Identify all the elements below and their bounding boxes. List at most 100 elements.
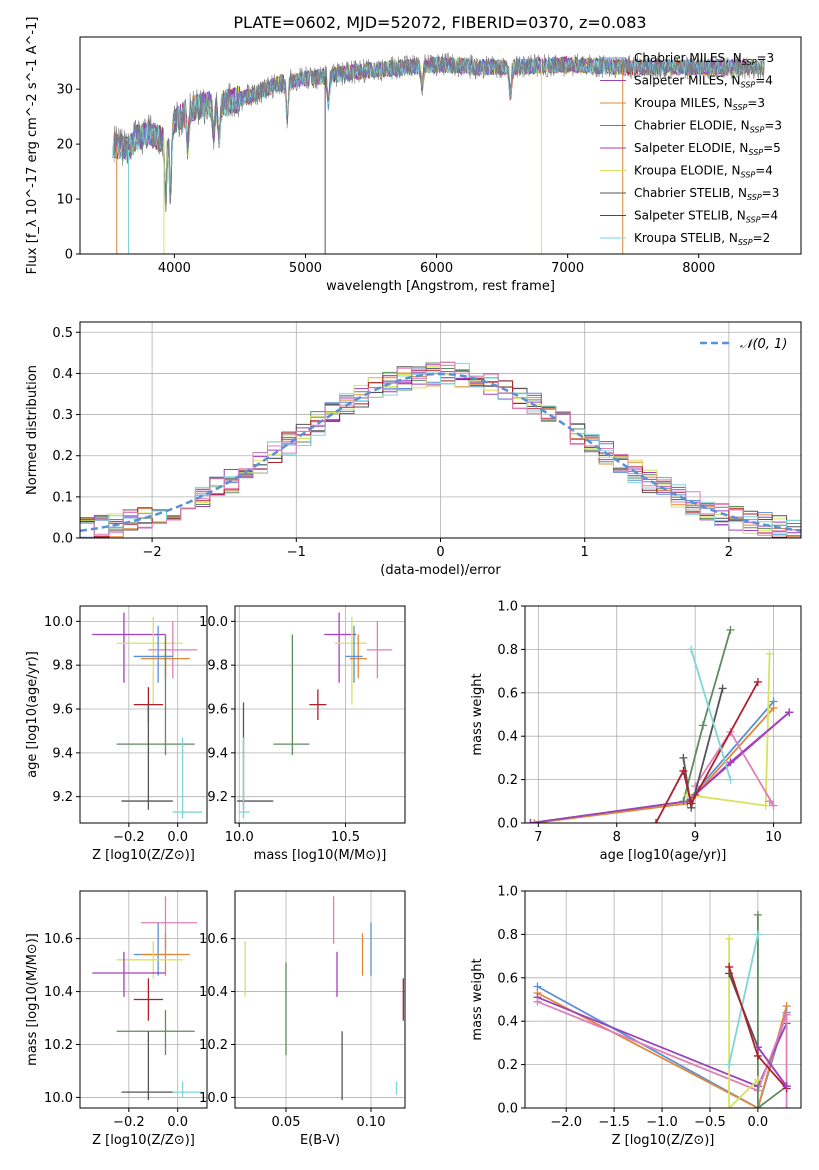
weight-marker — [761, 801, 770, 810]
spectrum-ticks: 4000 5000 6000 7000 8000 0 10 20 30 wavelength [A… — [25, 17, 802, 294]
x-tick-label: −1.5 — [598, 1115, 630, 1130]
x-tick-label: 6000 — [420, 261, 453, 276]
x-tick-label: 7000 — [551, 261, 584, 276]
y-tick-label: 10.0 — [199, 1091, 228, 1106]
y-tick-label: 10 — [56, 193, 73, 208]
mass_vs_EBV-marks — [244, 896, 404, 1101]
weight_vs_age-axes — [525, 605, 801, 824]
weight_vs_Z-xlabel: Z [log10(Z/Z⊙)] — [612, 1133, 715, 1148]
residuals-ylabel: Normed distribution — [25, 365, 40, 495]
y-tick-label: 0.6 — [497, 971, 518, 986]
age_vs_Z-xlabel: Z [log10(Z/Z⊙)] — [92, 848, 195, 863]
figure-title: PLATE=0602, MJD=52072, FIBERID=0370, z=0… — [233, 13, 646, 32]
legend-label-chabrier_stelib: Chabrier STELIB, NSSP=3 — [634, 186, 779, 202]
y-tick-label: 0.2 — [52, 449, 73, 464]
weight-line-salpeter_stelib — [655, 681, 759, 823]
normal-reference-curve — [80, 372, 801, 533]
weight-marker — [687, 645, 696, 654]
y-tick-label: 0.8 — [497, 928, 518, 943]
y-tick-label: 0.2 — [497, 773, 518, 788]
y-tick-label: 0.1 — [52, 490, 73, 505]
residuals-frame — [79, 321, 802, 539]
x-tick-label: 10 — [765, 830, 782, 845]
weight-marker — [726, 775, 735, 784]
y-tick-label: 30 — [56, 83, 73, 98]
spectrum-observed — [113, 51, 765, 213]
weight_vs_Z-marks — [533, 910, 791, 1108]
errorbar-point-salpeter_stelib — [309, 689, 327, 720]
legend-label-salpeter_elodie: Salpeter ELODIE, NSSP=5 — [634, 141, 781, 157]
y-tick-label: 0.4 — [52, 367, 73, 382]
x-tick-label: 0.05 — [272, 1115, 301, 1130]
y-tick-label: 10.6 — [44, 932, 73, 947]
y-tick-label: 9.6 — [207, 703, 228, 718]
weight-marker — [753, 1104, 762, 1108]
x-tick-label: −1.0 — [646, 1115, 678, 1130]
weight-marker — [726, 758, 735, 767]
x-tick-label: 5000 — [289, 261, 322, 276]
x-tick-label: 0.0 — [167, 1115, 188, 1130]
x-tick-label: 10.5 — [331, 830, 360, 845]
weight-marker — [765, 649, 774, 658]
mass_vs_EBV-axes — [235, 891, 405, 1108]
y-tick-label: 10.2 — [44, 1038, 73, 1053]
x-tick-label: −1 — [287, 545, 306, 560]
errorbar-point-chabrier_miles — [345, 625, 363, 683]
y-tick-label: 0.4 — [497, 1015, 518, 1030]
mass_vs_EBV-ticks: 0.05 0.10 10.0 10.2 10.4 10.6 E(B-V) — [199, 890, 406, 1148]
weight_vs_age-ylabel: mass weight — [470, 673, 485, 755]
errorbar-point-chabrier_stelib — [121, 1031, 173, 1101]
weight-marker — [687, 799, 696, 808]
spectrum-marks — [112, 51, 765, 254]
x-tick-label: 0.0 — [167, 830, 188, 845]
y-tick-label: 0 — [65, 248, 73, 263]
weight-line-kroupa_elodie — [728, 938, 759, 1108]
weight_vs_Z-axes — [525, 890, 801, 1109]
weight-line-chabrier_elodie — [757, 914, 788, 1108]
errorbar-point-salpeter_elodie — [92, 951, 166, 997]
weight-marker — [765, 797, 774, 806]
errorbar-point-kroupa_stelib — [172, 1081, 203, 1098]
weight-line-kroupa_stelib — [728, 934, 759, 1065]
x-tick-label: 0.10 — [357, 1115, 386, 1130]
errorbar-point-salpeter_stelib — [133, 978, 164, 1021]
mass_vs_Z-ticks: −0.2 0.0 10.0 10.2 10.4 10.6 Z [log10(Z/Z⊙)] ma… — [25, 890, 208, 1148]
x-tick-label: −0.2 — [113, 1115, 145, 1130]
age_vs_Z-marks — [92, 612, 203, 819]
errorbar-point-chabrier_elodie — [273, 634, 310, 756]
legend-label-kroupa_miles: Kroupa MILES, NSSP=3 — [634, 96, 765, 112]
weight_vs_Z-ticks: −2.0 −1.5 −1.0 −0.5 0.0 0.0 0.2 0.4 0.6 0.8 1.0 Z [… — [470, 885, 802, 1148]
weight-line-pink — [537, 1000, 788, 1108]
x-tick-label: 8 — [613, 830, 621, 845]
residuals-marks — [80, 361, 801, 538]
mass_vs_EBV-xlabel: E(B-V) — [300, 1133, 340, 1148]
weight-marker — [753, 910, 762, 919]
mass_vs_Z-frame — [79, 890, 208, 1109]
y-tick-label: 10.6 — [199, 932, 228, 947]
weight-marker — [679, 753, 688, 762]
mass_vs_Z-axes — [80, 891, 207, 1108]
weight-line-pink — [694, 730, 775, 807]
y-tick-label: 9.6 — [52, 703, 73, 718]
weight-marker — [785, 708, 794, 717]
weight-line-salpeter_elodie — [757, 1046, 788, 1087]
legend-label-normal: 𝒩(0, 1) — [740, 337, 787, 352]
weight-marker — [769, 703, 778, 712]
weight-marker — [725, 1104, 734, 1108]
weight-marker — [726, 625, 735, 634]
y-tick-label: 9.8 — [207, 659, 228, 674]
x-tick-label: −2.0 — [550, 1115, 582, 1130]
y-tick-label: 9.2 — [207, 790, 228, 805]
mass_vs_EBV-frame — [234, 890, 406, 1109]
weight_vs_age-marks — [526, 625, 794, 823]
y-tick-label: 10.4 — [199, 985, 228, 1000]
weight-marker — [782, 1104, 791, 1108]
weight-marker — [753, 1051, 762, 1060]
y-tick-label: 9.4 — [207, 746, 228, 761]
residuals-legend: 𝒩(0, 1) — [700, 337, 787, 352]
x-tick-label: −2 — [143, 545, 162, 560]
spectrum-xlabel: wavelength [Angstrom, rest frame] — [326, 279, 555, 294]
errorbar-point-chabrier_elodie — [116, 634, 195, 756]
